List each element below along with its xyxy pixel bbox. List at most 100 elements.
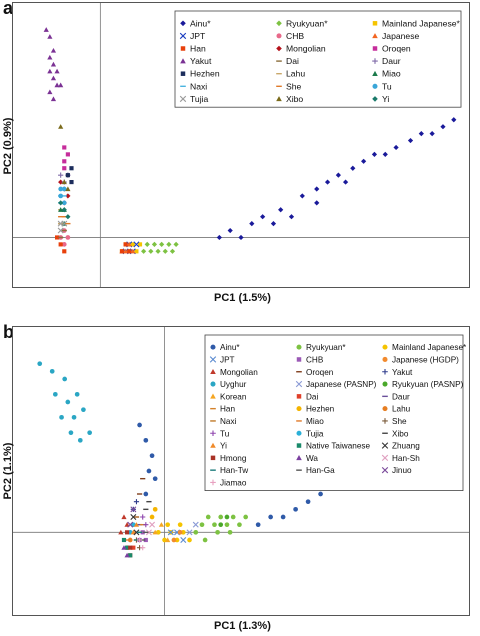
- data-point-xibo: [65, 186, 71, 192]
- legend-label-chb: CHB: [286, 31, 304, 41]
- data-point-jiamao: [140, 545, 146, 551]
- data-point-ainu: [451, 117, 457, 123]
- data-point-tujia: [57, 227, 64, 234]
- legend-label-tujia: Tujia: [190, 94, 209, 104]
- data-point-chb: [65, 235, 71, 240]
- legend-label-lahu: Lahu: [286, 69, 305, 79]
- legend-marker-japanese: [372, 33, 378, 39]
- legend-label-dai: Dai: [306, 392, 318, 401]
- data-point-ainu: [143, 491, 149, 497]
- data-point-ainu: [440, 124, 446, 130]
- legend-marker-native-taiwanese: [296, 443, 302, 448]
- legend-label-japanese-hgdp: Japanese (HGDP): [392, 355, 459, 364]
- data-point-han: [62, 249, 67, 254]
- legend-label-native-taiwanese: Native Taiwanese: [306, 442, 370, 451]
- data-point-oroqen: [62, 166, 67, 171]
- legend-marker-tujia: [296, 430, 302, 436]
- data-point-jpt: [167, 529, 174, 536]
- legend-marker-jpt: [209, 356, 217, 363]
- data-point-japanese: [122, 248, 129, 254]
- data-point-japanese-pasnp: [186, 529, 193, 536]
- data-point-yi: [61, 207, 67, 213]
- legend-marker-chb: [296, 357, 302, 362]
- legend-marker-ainu: [180, 20, 186, 27]
- data-point-hezhen: [69, 166, 74, 171]
- legend-label-mongolian: Mongolian: [286, 44, 326, 54]
- data-point-uyghur: [74, 391, 80, 397]
- legend-label-oroqen: Oroqen: [382, 44, 411, 54]
- legend-marker-ainu: [210, 344, 216, 350]
- panel-b-letter: b: [3, 322, 14, 342]
- legend: Ainu* Ryukyuan* Mainland Japanese* JPT CHB Ja…: [174, 10, 462, 108]
- data-point-uyghur: [87, 430, 92, 436]
- legend-label-naxi: Naxi: [220, 417, 237, 426]
- legend-label-yi: Yi: [220, 442, 227, 451]
- legend-marker-ryukyuan: [296, 344, 302, 350]
- data-point-ainu: [314, 200, 320, 206]
- data-point-yakut: [43, 27, 49, 32]
- legend-label-lahu: Lahu: [392, 405, 411, 414]
- data-point-native-taiwanese: [125, 545, 130, 550]
- data-point-jpt: [133, 241, 140, 248]
- data-point-ainu: [305, 499, 311, 505]
- data-point-yakut: [54, 82, 60, 88]
- data-point-ryukyuan-pasnp: [218, 522, 224, 528]
- data-point-ainu: [407, 137, 414, 144]
- data-point-ainu: [270, 221, 277, 227]
- legend-label-oroqen: Oroqen: [306, 368, 334, 377]
- data-point-ryukyuan: [155, 248, 161, 254]
- legend-marker-hmong: [210, 455, 216, 461]
- data-point-japanese: [126, 241, 132, 247]
- data-point-yakut: [47, 34, 53, 39]
- data-point-ainu: [152, 476, 158, 482]
- data-point-mongolian: [121, 514, 127, 520]
- data-point-daur: [58, 172, 64, 178]
- data-point-ainu: [293, 506, 298, 512]
- legend-label-ainu: Ainu*: [220, 343, 240, 352]
- legend-marker-yi: [372, 96, 378, 102]
- panel-b-xlabel: PC1 (1.3%): [214, 620, 271, 632]
- data-point-korean: [152, 529, 158, 535]
- legend-marker-oroqen: [372, 46, 378, 51]
- legend-label-wa: Wa: [306, 454, 318, 463]
- data-point-yakut: [47, 54, 53, 60]
- data-point-ainu: [318, 491, 323, 497]
- legend-label-tujia: Tujia: [306, 429, 324, 438]
- legend-marker-mainland-japanese: [372, 21, 378, 26]
- data-point-ainu: [371, 151, 378, 157]
- data-point-mainland-japanese: [134, 249, 139, 254]
- data-point-japanese-pasnp: [192, 521, 199, 528]
- data-point-ryukyuan: [230, 514, 236, 520]
- data-point-wa: [121, 545, 127, 550]
- legend-marker-mongolian: [276, 45, 282, 52]
- data-point-ainu: [361, 158, 367, 164]
- panel-b-scatter-svg: Ainu* Ryukyuan* Mainland Japanese* JPT CHB Ja…: [13, 327, 469, 615]
- data-point-ryukyuan: [148, 248, 154, 254]
- data-point-ainu: [260, 214, 266, 220]
- data-point-ainu: [149, 453, 155, 459]
- legend-label-daur: Daur: [382, 56, 401, 66]
- data-point-yi: [130, 529, 136, 535]
- data-point-ryukyuan: [199, 522, 205, 528]
- data-point-native-taiwanese: [128, 553, 133, 558]
- data-point-mainland-japanese: [187, 537, 192, 543]
- data-point-ryukyuan: [218, 514, 224, 520]
- data-point-uyghur: [52, 391, 58, 397]
- legend-marker-mainland-japanese: [382, 344, 388, 350]
- data-point-dai: [131, 545, 136, 550]
- data-point-ryukyuan: [159, 241, 165, 247]
- data-point-mongolian: [65, 193, 71, 199]
- data-point-ainu: [137, 422, 142, 428]
- legend-marker-jinuo: [381, 466, 389, 474]
- data-point-mainland-japanese: [165, 522, 171, 528]
- data-point-chb: [140, 530, 145, 535]
- legend-marker-ryukyuan: [276, 20, 282, 27]
- data-point-oroqen: [62, 145, 67, 150]
- data-point-tu: [58, 193, 64, 199]
- legend-marker-hezhen: [296, 406, 302, 412]
- legend-marker-xibo: [276, 96, 282, 102]
- data-point-yakut: [50, 75, 57, 81]
- legend-label-jiamao: Jiamao: [220, 478, 247, 487]
- data-point-yakut: [133, 499, 140, 505]
- data-point-uyghur: [59, 414, 64, 420]
